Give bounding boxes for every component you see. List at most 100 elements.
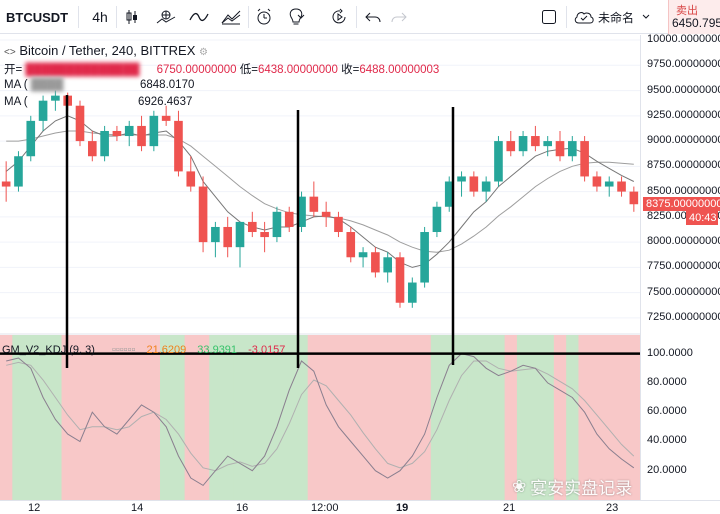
candle-body [383,257,392,273]
candle-body [531,136,540,147]
oscillator-zone [492,335,506,500]
oscillator-controls-icon[interactable]: ▫▫▫▫▫▫ [111,344,136,356]
price-tick-label: 9250.00000000 [647,108,720,121]
oscillator-zone [627,335,640,500]
oscillator-legend: GM_V2_KDJ (9, 3) ▫▫▫▫▫▫ 21.6209 33.9391 … [2,344,285,356]
candle-body [88,141,97,157]
chevron-down-icon[interactable] [296,0,306,34]
price-tick-label: 8750.00000000 [647,159,720,172]
oscillator-zone [295,335,309,500]
compare-icon[interactable] [153,0,179,34]
oscillator-zone [566,335,579,500]
watermark-logo-icon: ❀ [512,476,527,496]
oscillator-zone [49,335,63,500]
candle-body [555,141,565,157]
oscillator-zone [86,335,99,500]
candle-body [100,130,109,157]
oscillator-zone [246,335,259,500]
date-label: 12:00 [311,502,339,514]
layout-name[interactable]: 未命名 [598,10,635,25]
sell-button[interactable] [668,0,720,34]
alert-clock-icon[interactable] [252,0,276,34]
candle-body [284,211,294,227]
candle-body [38,100,48,121]
current-price-tag: 8375.00000000 [643,197,720,212]
price-axis[interactable]: 10000.00000000 9750.00000000 9500.00000000… [640,33,720,500]
candle-body [297,196,306,227]
close-value: 6488.00000003 [359,64,440,76]
cloud-save-icon[interactable] [572,0,596,34]
collapse-icon[interactable]: <> [4,47,16,58]
open-label: 开= [4,64,23,76]
oscillator-zone [320,335,333,500]
date-label: 19 [396,502,409,514]
indicators-icon[interactable] [186,0,212,34]
oscillator-zone [12,335,26,500]
price-tick-label: 7500.00000000 [647,285,720,298]
price-tick-label: 7250.00000000 [647,310,720,323]
low-label: 低= [239,64,258,76]
candle-body [161,115,171,121]
oscillator-zone [443,335,456,500]
price-tick-label: 9000.00000000 [647,134,720,147]
candle-body [26,120,36,157]
oscillator-tick-label: 80.0000 [647,375,687,388]
price-chart[interactable] [0,35,640,500]
ohlc-legend: 开= ██████████████ 6750.00000000 低=6438.0… [4,61,439,77]
candle-body [420,232,429,283]
candle-body [149,115,159,147]
oscillator-j-value: -3.0157 [248,344,286,356]
oscillator-zone [603,335,616,500]
chevron-down-icon[interactable] [640,0,652,34]
price-tick-label: 10000.00000000 [647,33,720,46]
candlestick-icon[interactable] [122,0,142,34]
sell-price: 6450.795 [672,16,720,30]
oscillator-zone [110,335,124,500]
obscured-open-high: ██████████████ [25,64,140,76]
financials-icon[interactable] [218,0,244,34]
oscillator-zone [393,335,407,500]
settings-icon[interactable]: ⚙ [199,47,208,58]
replay-icon[interactable] [328,0,352,34]
toolbar-divider [78,6,79,28]
oscillator-zone [196,335,210,500]
price-tick-label: 8000.00000000 [647,235,720,248]
oscillator-zone [307,335,321,500]
toolbar-divider [566,6,567,28]
oscillator-zone [98,335,112,500]
candle-body [408,282,417,303]
ma-legend-2: MA ( 6926.4637 [4,96,192,108]
oscillator-d-value: 33.9391 [197,344,238,356]
toolbar-divider [116,6,117,28]
candle-body [75,105,85,142]
ma1-value: 6848.0170 [140,79,195,91]
undo-icon[interactable] [362,0,384,34]
redo-icon[interactable] [388,0,410,34]
candle-body [223,226,232,248]
symbol-description: Bitcoin / Tether, 240, BITTREX [19,43,196,58]
candle-body [186,171,196,187]
ideas-bulb-icon[interactable] [284,0,308,34]
oscillator-zone [160,335,173,500]
candle-body [604,181,614,187]
ma-legend-1: MA ( ████ 6848.0170 [4,79,194,91]
oscillator-zone [590,335,604,500]
low-value: 6438.00000000 [258,64,338,76]
price-tick-label: 8500.00000000 [647,184,720,197]
candle-body [617,181,626,192]
oscillator-zone [123,335,136,500]
candle-body [444,181,454,207]
interval-button[interactable]: 4h [92,9,108,25]
symbol-search[interactable]: BTCUSDT [6,9,69,25]
fullscreen-icon[interactable] [538,0,560,34]
oscillator-zone [209,335,223,500]
oscillator-zone [344,335,358,500]
oscillator-zone [504,335,518,500]
candle-body [592,176,602,187]
date-label: 21 [503,502,516,514]
oscillator-zone [406,335,419,500]
candle-body [112,130,122,137]
oscillator-zone [615,335,629,500]
time-axis[interactable]: 12 14 16 12:00 19 21 23 [0,500,720,514]
candle-body [481,181,491,192]
